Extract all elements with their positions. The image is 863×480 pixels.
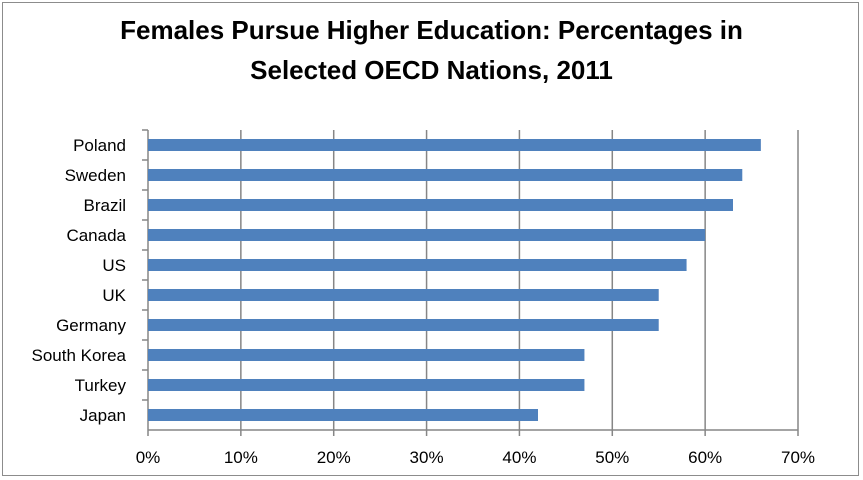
bar-uk	[148, 289, 659, 301]
bar-germany	[148, 319, 659, 331]
x-tick-label-7: 70%	[781, 448, 815, 467]
bar-turkey	[148, 379, 585, 391]
x-tick-label-6: 60%	[688, 448, 722, 467]
category-label-poland: Poland	[73, 136, 126, 155]
category-label-japan: Japan	[80, 406, 126, 425]
bar-south-korea	[148, 349, 585, 361]
bar-poland	[148, 139, 761, 151]
bar-japan	[148, 409, 538, 421]
x-tick-label-1: 10%	[224, 448, 258, 467]
x-tick-label-0: 0%	[136, 448, 161, 467]
category-label-sweden: Sweden	[65, 166, 126, 185]
bar-us	[148, 259, 687, 271]
bar-canada	[148, 229, 706, 241]
x-tick-label-4: 40%	[502, 448, 536, 467]
category-label-us: US	[102, 256, 126, 275]
category-label-uk: UK	[102, 286, 126, 305]
chart-title-line-1: Females Pursue Higher Education: Percent…	[120, 15, 743, 45]
category-label-south-korea: South Korea	[31, 346, 126, 365]
category-label-brazil: Brazil	[83, 196, 126, 215]
bar-sweden	[148, 169, 743, 181]
x-tick-label-3: 30%	[410, 448, 444, 467]
x-tick-label-2: 20%	[317, 448, 351, 467]
category-label-turkey: Turkey	[75, 376, 127, 395]
chart-title: Females Pursue Higher Education: Percent…	[0, 10, 863, 90]
chart-title-line-2: Selected OECD Nations, 2011	[250, 55, 613, 85]
category-label-germany: Germany	[56, 316, 126, 335]
x-tick-label-5: 50%	[595, 448, 629, 467]
category-label-canada: Canada	[66, 226, 126, 245]
bar-brazil	[148, 199, 733, 211]
